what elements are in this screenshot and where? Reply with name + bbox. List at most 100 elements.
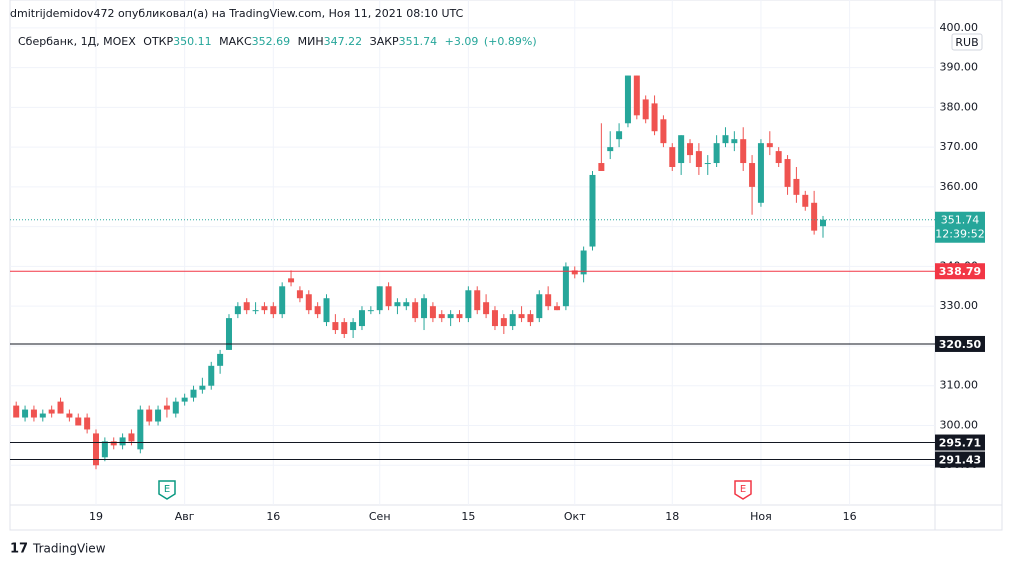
- candle-body: [536, 294, 543, 319]
- candle-body: [234, 306, 241, 315]
- candle-body: [500, 318, 507, 327]
- candle-body: [775, 151, 782, 164]
- candle-body: [110, 441, 117, 446]
- candle-body: [483, 302, 490, 315]
- x-tick-label: 18: [665, 510, 679, 523]
- logo-mark: 𝟭𝟳: [10, 542, 28, 557]
- level-label: 295.71: [939, 437, 981, 450]
- candle-body: [527, 314, 534, 323]
- candle-body: [633, 75, 640, 116]
- candle-body: [545, 294, 552, 307]
- candle-body: [101, 441, 108, 458]
- level-label: 291.43: [939, 454, 981, 467]
- candle-body: [13, 405, 20, 418]
- brand: TradingView: [32, 542, 106, 556]
- candle-body: [474, 290, 481, 311]
- earnings-event[interactable]: E: [158, 480, 176, 500]
- candle-body: [394, 302, 401, 307]
- candle-body: [687, 143, 694, 156]
- y-tick-label: 390.00: [940, 61, 979, 74]
- candle-body: [367, 310, 374, 312]
- candle-body: [92, 433, 99, 466]
- candle-body: [589, 174, 596, 247]
- candle-body: [225, 318, 232, 350]
- y-tick-label: 300.00: [940, 418, 979, 431]
- earnings-badge: [158, 480, 176, 500]
- candle-body: [288, 278, 295, 283]
- candle-body: [350, 322, 357, 331]
- candle-body: [598, 163, 605, 171]
- candle-body: [146, 409, 153, 422]
- x-tick-label: Окт: [564, 510, 586, 523]
- level-label: 320.50: [939, 338, 982, 351]
- last-price-label: 351.74: [941, 214, 980, 227]
- candle-body: [48, 409, 55, 414]
- candle-body: [252, 310, 259, 312]
- candle-body: [465, 290, 472, 319]
- level-label-box: [935, 335, 985, 352]
- candle-body: [57, 401, 64, 414]
- candle-body: [722, 135, 729, 144]
- y-tick-label: 380.00: [940, 100, 979, 113]
- candle-body: [766, 143, 773, 148]
- x-tick-label: 16: [266, 510, 280, 523]
- candle-body: [412, 302, 419, 319]
- y-tick-label: 360.00: [940, 180, 979, 193]
- legend-label: ОТКР: [143, 35, 173, 48]
- y-tick-label: 310.00: [940, 379, 979, 392]
- currency[interactable]: RUB: [955, 36, 978, 49]
- candle-body: [669, 147, 676, 168]
- x-tick-label: 15: [461, 510, 475, 523]
- candle-body: [802, 194, 809, 207]
- candle-body: [305, 294, 312, 311]
- currency-badge[interactable]: [951, 33, 983, 51]
- earnings-event[interactable]: E: [734, 480, 752, 500]
- candle-body: [163, 405, 170, 410]
- header-author: dmitrijdemidov472 опубликовал(а) на Trad…: [10, 7, 464, 20]
- level-label-box: [935, 434, 985, 451]
- earnings-label: E: [740, 484, 746, 495]
- legend-label: МИН: [298, 35, 324, 48]
- candle-body: [616, 131, 623, 140]
- legend-value: 350.11: [173, 35, 212, 48]
- x-tick-label: Авг: [175, 510, 195, 523]
- candle-body: [713, 143, 720, 164]
- candle-body: [749, 163, 756, 187]
- candle-body: [429, 306, 436, 319]
- candle-body: [757, 143, 764, 203]
- last-price-box: [935, 211, 985, 243]
- candle-body: [208, 365, 215, 386]
- brand-logo[interactable]: 𝟭𝟳 TradingView: [10, 542, 106, 557]
- level-label: 338.79: [939, 265, 981, 278]
- countdown-label: 12:39:52: [935, 228, 984, 241]
- candle-body: [607, 147, 614, 152]
- candle-body: [181, 397, 188, 402]
- level-label-box: [935, 263, 985, 280]
- candle-body: [740, 139, 747, 164]
- candle-body: [704, 163, 711, 165]
- candle-body: [784, 159, 791, 187]
- candle-body: [491, 310, 498, 327]
- candle-body: [820, 219, 827, 227]
- candle-body: [314, 306, 321, 315]
- candle-body: [217, 353, 224, 366]
- frame: [9, 0, 1003, 531]
- candle-body: [456, 314, 463, 319]
- earnings-label: E: [164, 484, 170, 495]
- candle-body: [358, 310, 365, 327]
- candle-body: [562, 266, 569, 307]
- candle-body: [731, 139, 738, 144]
- candle-body: [341, 322, 348, 335]
- earnings-badge: [734, 480, 752, 500]
- candle-body: [403, 302, 410, 307]
- candle-body: [199, 385, 206, 390]
- candle-body: [651, 103, 658, 132]
- y-tick-label: 400.00: [940, 21, 979, 34]
- candle-body: [438, 314, 445, 319]
- x-tick-label: 19: [89, 510, 103, 523]
- candle-body: [571, 270, 578, 275]
- candle-body: [155, 409, 162, 422]
- candle-body: [642, 99, 649, 120]
- legend-value: 352.69: [252, 35, 291, 48]
